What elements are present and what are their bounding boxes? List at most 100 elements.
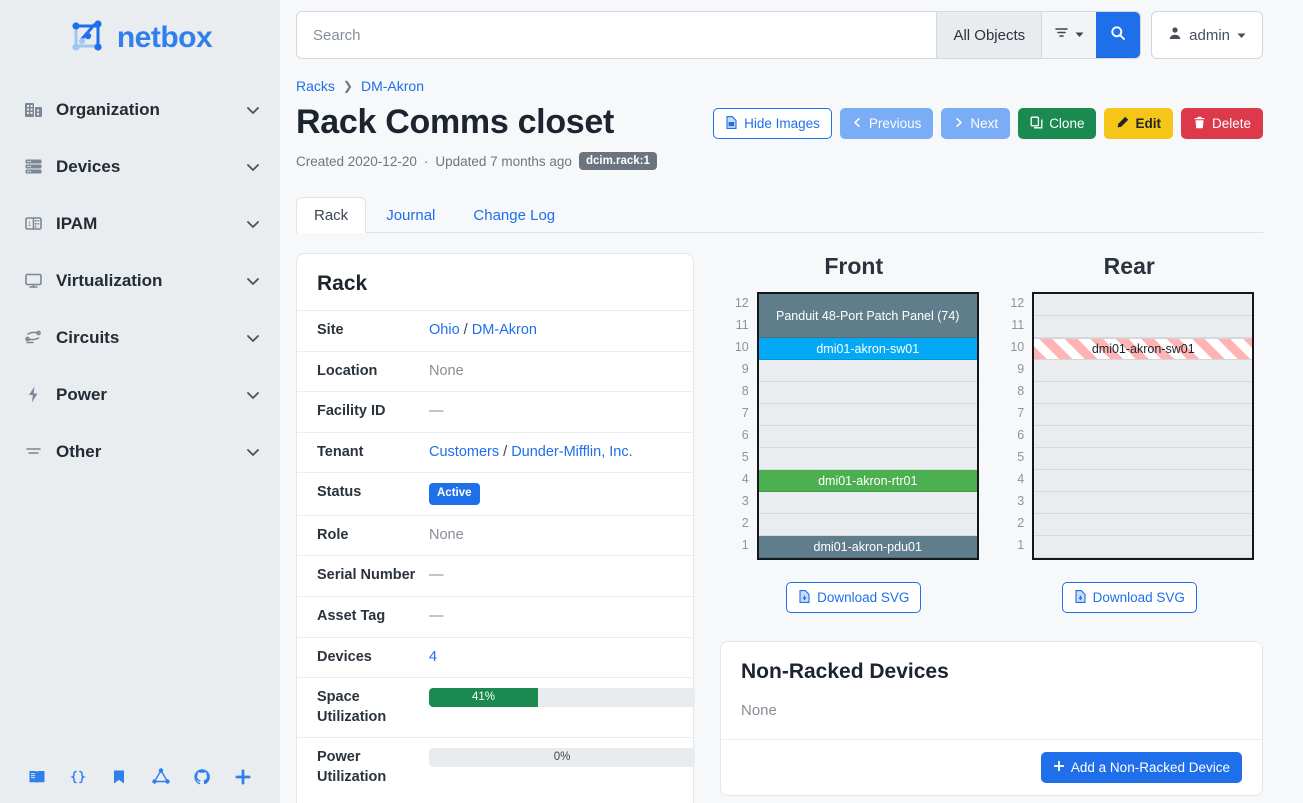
search-input[interactable] — [297, 12, 937, 58]
field-label: Space Utilization — [317, 689, 387, 725]
site-region-link[interactable]: Ohio — [429, 322, 460, 339]
sidebar-nav: Organization Devices — [0, 81, 280, 480]
asset-value: — — [429, 607, 444, 624]
rack-device[interactable]: Panduit 48-Port Patch Panel (74) — [758, 294, 977, 339]
rack-device[interactable]: dmi01-akron-sw01 — [1034, 338, 1253, 361]
download-svg-front-button[interactable]: Download SVG — [786, 582, 922, 614]
sidebar-item-organization[interactable]: Organization — [0, 81, 280, 138]
rack-unit-number: 4 — [741, 472, 749, 487]
rack-unit-number: 3 — [741, 494, 749, 509]
rack-unit-slot[interactable] — [758, 360, 977, 383]
rack-device[interactable]: dmi01-akron-rtr01 — [758, 470, 977, 493]
rack-unit-slot[interactable] — [1034, 294, 1253, 317]
user-menu-button[interactable]: admin — [1151, 11, 1263, 59]
add-non-racked-device-button[interactable]: Add a Non-Racked Device — [1040, 752, 1242, 784]
site-name-link[interactable]: DM-Akron — [471, 322, 537, 339]
field-label: Devices — [317, 648, 372, 665]
rack-unit-number: 9 — [741, 362, 749, 377]
filter-dropdown-button[interactable] — [1041, 12, 1097, 58]
tab-rack[interactable]: Rack — [296, 197, 367, 234]
rack-unit-slot[interactable] — [758, 492, 977, 515]
api-braces-icon[interactable] — [68, 767, 88, 787]
graphql-icon[interactable] — [151, 767, 171, 787]
rack-unit-slot[interactable] — [758, 448, 977, 471]
breadcrumb-site[interactable]: DM-Akron — [360, 78, 424, 94]
docs-book-icon[interactable] — [27, 767, 47, 787]
rack-unit-slot[interactable] — [1034, 536, 1253, 559]
rack-unit-number: 6 — [741, 428, 749, 443]
front-rack-frame[interactable]: Panduit 48-Port Patch Panel (74) dmi01-ak… — [756, 292, 979, 561]
edit-button[interactable]: Edit — [1104, 108, 1173, 139]
filter-icon — [1054, 25, 1069, 45]
chevron-down-icon — [244, 443, 262, 461]
image-file-icon — [725, 115, 738, 132]
rack-unit-slot[interactable] — [758, 426, 977, 449]
tab-change-log[interactable]: Change Log — [473, 207, 556, 225]
rack-unit-slot[interactable] — [1034, 404, 1253, 427]
rack-unit-slot[interactable] — [1034, 426, 1253, 449]
object-scope-select[interactable]: All Objects — [936, 12, 1042, 58]
edit-label: Edit — [1135, 116, 1161, 131]
copy-icon — [1030, 116, 1043, 132]
tab-journal[interactable]: Journal — [386, 207, 436, 225]
rack-unit-slot[interactable] — [1034, 316, 1253, 339]
power-icon — [22, 384, 44, 406]
devices-count-link[interactable]: 4 — [429, 648, 438, 665]
sidebar-item-circuits[interactable]: Circuits — [0, 309, 280, 366]
tenant-name-link[interactable]: Dunder-Mifflin, Inc. — [511, 443, 633, 460]
tenant-separator: / — [503, 443, 508, 460]
rack-unit-slot[interactable] — [1034, 448, 1253, 471]
download-svg-rear-button[interactable]: Download SVG — [1061, 582, 1197, 614]
netbox-logo-icon — [68, 16, 108, 59]
rack-unit-slot[interactable] — [1034, 360, 1253, 383]
sidebar: netbox Organization — [0, 0, 280, 803]
rack-unit-slot[interactable] — [1034, 514, 1253, 537]
brand-logo[interactable]: netbox — [0, 0, 280, 73]
sidebar-item-virtualization[interactable]: Virtualization — [0, 252, 280, 309]
rack-device[interactable]: dmi01-akron-pdu01 — [758, 536, 977, 559]
delete-button[interactable]: Delete — [1180, 108, 1263, 139]
rack-unit-number: 7 — [741, 406, 749, 421]
slack-icon[interactable] — [233, 767, 253, 787]
page-title: Rack Comms closet — [296, 103, 615, 141]
rack-unit-slot[interactable] — [1034, 382, 1253, 405]
pencil-icon — [1116, 116, 1129, 132]
tenant-group-link[interactable]: Customers — [429, 443, 500, 460]
rack-unit-number: 11 — [1011, 318, 1025, 333]
rack-unit-slot[interactable] — [758, 514, 977, 537]
rack-unit-slot[interactable] — [1034, 492, 1253, 515]
site-separator: / — [463, 322, 468, 339]
search-submit-button[interactable] — [1096, 12, 1141, 58]
sidebar-item-label: Power — [56, 384, 108, 404]
sidebar-item-power[interactable]: Power — [0, 366, 280, 423]
sidebar-item-ipam[interactable]: 1 IPAM — [0, 195, 280, 252]
clone-button[interactable]: Clone — [1018, 108, 1097, 139]
rack-unit-slot[interactable] — [758, 382, 977, 405]
topbar: All Objects — [280, 0, 1303, 59]
rack-unit-number: 9 — [1017, 362, 1025, 377]
sidebar-item-other[interactable]: Other — [0, 423, 280, 480]
breadcrumb-separator-icon: ❯ — [342, 79, 353, 93]
github-icon[interactable] — [192, 767, 212, 787]
sidebar-item-devices[interactable]: Devices — [0, 138, 280, 195]
breadcrumb-racks[interactable]: Racks — [296, 78, 335, 94]
delete-label: Delete — [1211, 116, 1251, 131]
main-content: All Objects — [280, 0, 1303, 803]
front-elevation: Front 12 11 10 9 8 7 6 5 4 3 2 1 Panduit 48-Port Pa… — [720, 253, 988, 614]
previous-button[interactable]: Previous — [839, 108, 934, 139]
power-utilization-bar: 0% — [429, 748, 695, 768]
rear-rack-frame[interactable]: dmi01-akron-sw01 — [1032, 292, 1255, 561]
sidebar-item-label: Other — [56, 441, 102, 461]
field-power-utilization: Power Utilization 0% — [297, 737, 695, 797]
field-facility-id: Facility ID — — [297, 391, 693, 432]
rack-unit-slot[interactable] — [758, 404, 977, 427]
bookmark-icon[interactable] — [109, 767, 129, 787]
chevron-down-icon — [1075, 26, 1084, 44]
next-label: Next — [970, 116, 999, 131]
next-button[interactable]: Next — [941, 108, 1011, 139]
rack-unit-slot[interactable] — [1034, 470, 1253, 493]
file-download-icon — [798, 589, 811, 606]
hide-images-button[interactable]: Hide Images — [713, 108, 832, 139]
rack-unit-number: 5 — [741, 450, 749, 465]
rack-device[interactable]: dmi01-akron-sw01 — [758, 338, 977, 361]
